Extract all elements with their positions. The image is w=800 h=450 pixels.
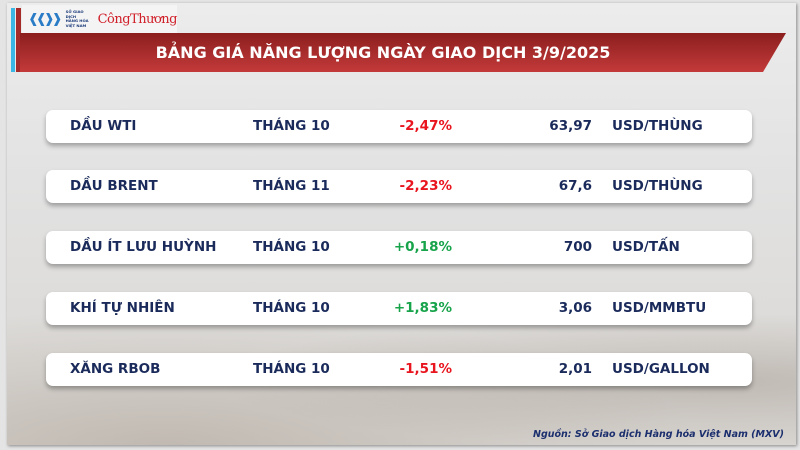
exchange-logo-text: SỞ GIAO DỊCH HÀNG HÓA VIỆT NAM [65,9,89,28]
price-row: DẦU BRENT THÁNG 11 -2,23% 67,6 USD/THÙNG [46,170,752,203]
commodity-name: DẦU ÍT LƯU HUỲNH [70,239,217,255]
contract-month: THÁNG 10 [253,118,330,134]
price-change: -1,51% [399,361,452,377]
accent-bar-red [16,8,21,72]
price-unit: USD/THÙNG [612,118,703,134]
mxv-logo-icon: ❰❰❱❱ [28,11,63,27]
price-unit: USD/THÙNG [612,178,703,194]
price-value: 63,97 [549,118,592,134]
price-change: +0,18% [393,239,452,255]
accent-bar-blue [11,8,15,72]
commodity-name: DẦU WTI [70,118,137,134]
price-change: -2,23% [399,178,452,194]
commodity-name: XĂNG RBOB [70,361,161,377]
publisher-logo: CôngThương [97,11,178,27]
page-title: BẢNG GIÁ NĂNG LƯỢNG NGÀY GIAO DỊCH 3/9/2… [20,33,786,72]
contract-month: THÁNG 10 [253,239,330,255]
price-change: +1,83% [393,300,452,316]
contract-month: THÁNG 10 [253,361,330,377]
price-unit: USD/MMBTU [612,300,707,316]
price-change: -2,47% [399,118,452,134]
price-value: 67,6 [558,178,592,194]
price-value: 700 [563,239,592,255]
price-value: 3,06 [558,300,592,316]
source-note: Nguồn: Sở Giao dịch Hàng hóa Việt Nam (M… [533,429,784,440]
price-row: XĂNG RBOB THÁNG 10 -1,51% 2,01 USD/GALLON [46,353,752,386]
price-unit: USD/TẤN [612,239,680,255]
price-row: DẦU ÍT LƯU HUỲNH THÁNG 10 +0,18% 700 USD/TẤN [46,231,752,264]
commodity-name: KHÍ TỰ NHIÊN [70,300,175,316]
contract-month: THÁNG 10 [253,300,330,316]
price-row: KHÍ TỰ NHIÊN THÁNG 10 +1,83% 3,06 USD/MMBTU [46,292,752,325]
logo: ❰❰❱❱ SỞ GIAO DỊCH HÀNG HÓA VIỆT NAM CôngTh… [22,5,178,33]
contract-month: THÁNG 11 [253,178,330,194]
price-value: 2,01 [558,361,592,377]
price-unit: USD/GALLON [612,361,710,377]
price-row: DẦU WTI THÁNG 10 -2,47% 63,97 USD/THÙNG [46,110,752,143]
commodity-name: DẦU BRENT [70,178,158,194]
